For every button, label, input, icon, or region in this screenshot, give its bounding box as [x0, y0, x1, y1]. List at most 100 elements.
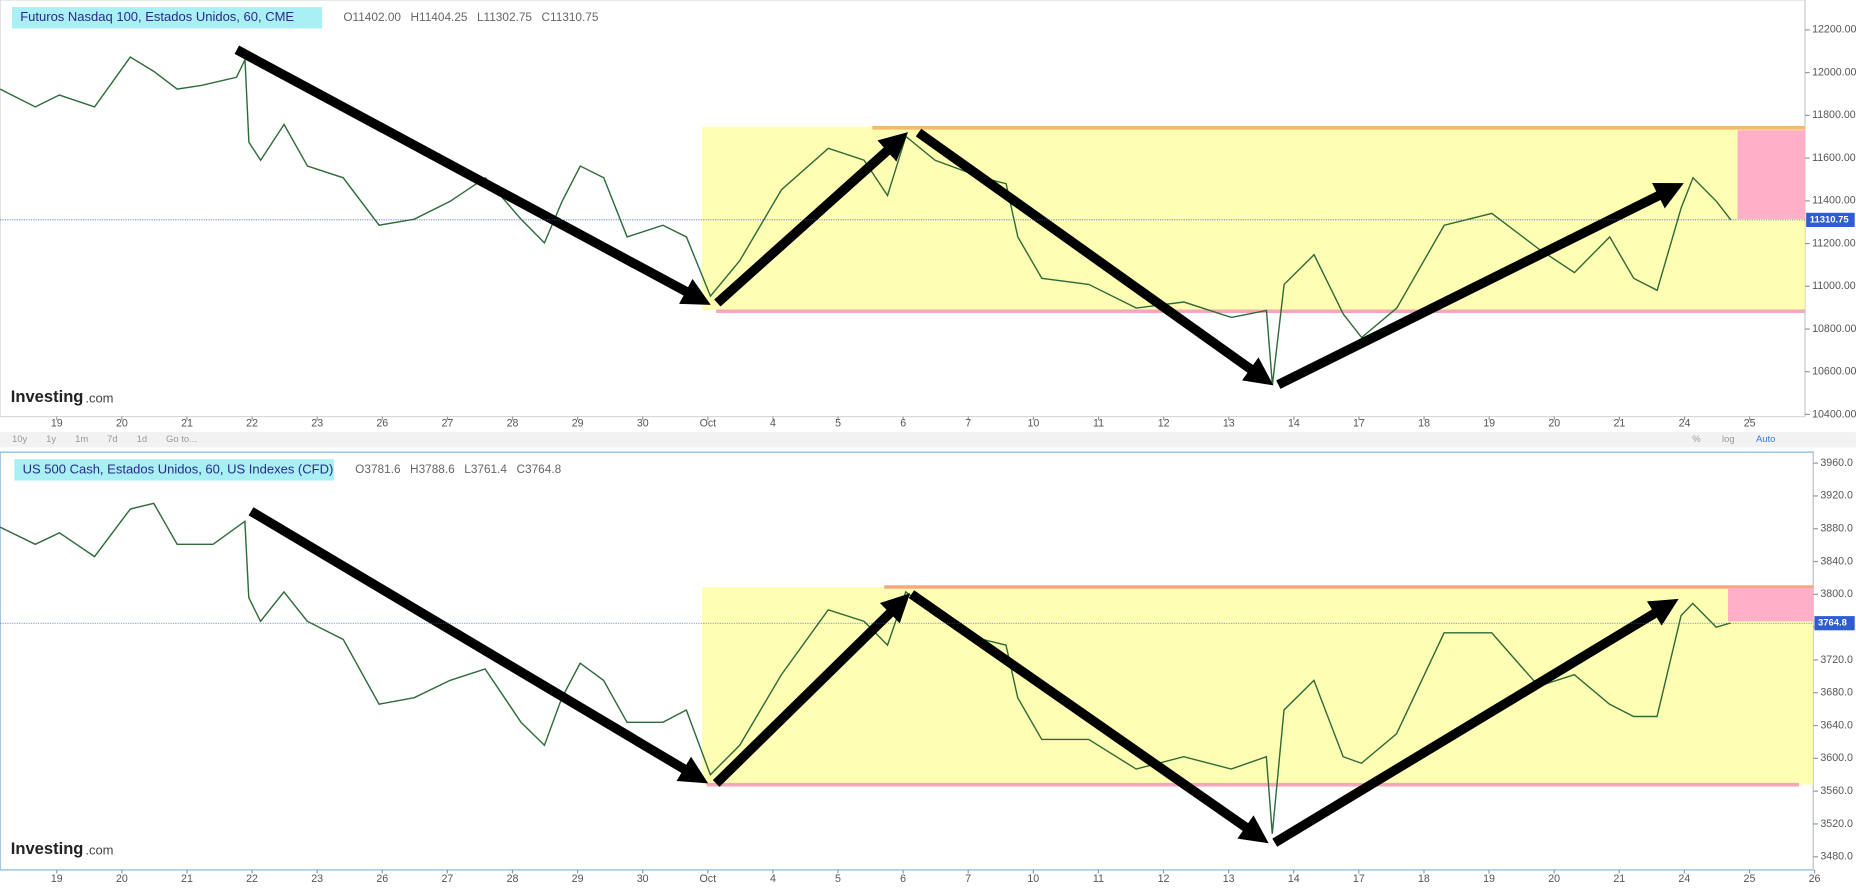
- x-tick-label: 10: [1028, 418, 1040, 430]
- x-tick-label: 20: [1548, 418, 1560, 430]
- x-tick-label: 19: [1483, 418, 1495, 430]
- x-tick-label: 4: [770, 873, 776, 885]
- x-tick-label: 14: [1288, 873, 1300, 885]
- ohlc-value: H3788.6: [410, 462, 455, 476]
- y-tick-label: 3920.0: [1820, 490, 1853, 502]
- arrow: [1272, 598, 1679, 847]
- logo-text: Investing: [11, 387, 84, 406]
- x-tick-label: 5: [835, 873, 841, 885]
- ohlc-value: C3764.8: [516, 462, 561, 476]
- target-box: [1728, 588, 1814, 622]
- x-tick-label: 11: [1093, 418, 1104, 430]
- x-tick-label: 25: [1744, 418, 1756, 430]
- x-tick-label: 26: [376, 873, 388, 885]
- x-tick-label: 24: [1679, 418, 1691, 430]
- x-tick-label: 10: [1027, 873, 1039, 885]
- x-tick-label: 21: [181, 418, 193, 430]
- x-tick-label: 5: [835, 418, 841, 430]
- logo: Investing .com Investing .com: [11, 387, 114, 858]
- y-tick-label: 3600.0: [1820, 752, 1853, 764]
- ohlc-value: O3781.6: [355, 462, 401, 476]
- range-button[interactable]: 1m: [75, 434, 88, 445]
- range-box: [701, 126, 1805, 311]
- option-button[interactable]: Auto: [1756, 434, 1775, 445]
- x-tick-label: 28: [507, 873, 519, 885]
- x-tick-label: 7: [965, 873, 971, 885]
- range-button[interactable]: 7d: [107, 434, 118, 445]
- ohlc-value: L3761.4: [464, 462, 507, 476]
- option-button[interactable]: %: [1692, 434, 1701, 445]
- x-tick-label: 22: [246, 418, 258, 430]
- x-tick-label: 7: [965, 418, 971, 430]
- range-button[interactable]: 1d: [137, 434, 148, 445]
- arrow: [915, 128, 1274, 386]
- x-tick-label: 18: [1418, 418, 1430, 430]
- title-bg: [11, 7, 323, 29]
- x-tick-label: 21: [181, 873, 193, 885]
- logo-text: Investing: [11, 839, 84, 858]
- x-tick-label: 19: [51, 873, 63, 885]
- x-tick-label: 6: [900, 873, 906, 885]
- arrow: [714, 132, 909, 307]
- y-tick-label: 10400.00: [1812, 408, 1856, 420]
- logo-suffix: .com: [85, 390, 113, 405]
- x-tick-label: 6: [900, 418, 906, 430]
- y-tick-label: 10800.00: [1812, 323, 1856, 335]
- range-button[interactable]: 10y: [12, 434, 28, 445]
- x-tick-label: 30: [637, 873, 649, 885]
- last-price-tag: [1814, 616, 1855, 631]
- y-tick-label: 3480.0: [1820, 851, 1853, 863]
- last-price-label: 3764.8: [1818, 618, 1847, 629]
- y-tick-label: 3560.0: [1820, 785, 1853, 797]
- x-tick-label: 19: [51, 418, 63, 430]
- range-button[interactable]: 1y: [46, 434, 56, 445]
- x-tick-label: 30: [637, 418, 649, 430]
- x-tick-label: 14: [1288, 418, 1300, 430]
- y-tick-label: 3640.0: [1820, 719, 1853, 731]
- x-tick-label: 20: [116, 418, 128, 430]
- x-tick-label: 20: [1548, 873, 1560, 885]
- y-tick-label: 3720.0: [1820, 654, 1853, 666]
- range-button[interactable]: Go to...: [166, 434, 197, 445]
- x-tick-label: 18: [1418, 873, 1430, 885]
- y-tick-label: 3960.0: [1820, 457, 1853, 469]
- x-tick-label: 11: [1093, 873, 1104, 885]
- arrow: [248, 507, 709, 784]
- last-price-label: 11310.75: [1810, 214, 1849, 225]
- x-tick-label: 23: [311, 418, 323, 430]
- target-box: [1737, 130, 1805, 219]
- x-tick-label: 4: [770, 418, 776, 430]
- x-tick-label: 23: [311, 873, 323, 885]
- ohlc-value: L11302.75: [477, 10, 532, 24]
- y-tick-label: 10600.00: [1812, 366, 1856, 378]
- arrow: [908, 590, 1269, 844]
- y-tick-label: 3800.0: [1820, 588, 1853, 600]
- price-lines: [0, 56, 1732, 834]
- toolbar: [0, 431, 1856, 448]
- x-tick-label: 19: [1483, 873, 1495, 885]
- x-tick-label: 25: [1744, 873, 1756, 885]
- x-tick-label: 17: [1353, 873, 1365, 885]
- x-tick-label: 27: [441, 873, 453, 885]
- y-tick-label: 11000.00: [1812, 280, 1856, 292]
- logo-suffix: .com: [85, 842, 113, 857]
- x-tick-label: 29: [572, 873, 584, 885]
- title-bg: [14, 459, 334, 481]
- x-tick-label: 28: [507, 418, 519, 430]
- x-tick-label: Oct: [700, 418, 717, 430]
- x-tick-label: 26: [1809, 873, 1821, 885]
- y-tick-label: 11800.00: [1812, 109, 1856, 121]
- x-tick-label: 12: [1158, 418, 1170, 430]
- trend-arrows: [234, 45, 1684, 847]
- ohlc-value: H11404.25: [410, 10, 467, 24]
- arrow: [712, 593, 911, 787]
- x-tick-label: 21: [1613, 873, 1625, 885]
- arrow: [234, 45, 711, 305]
- option-button[interactable]: log: [1722, 434, 1735, 445]
- chart-title: Futuros Nasdaq 100, Estados Unidos, 60, …: [20, 9, 294, 24]
- chart-title: US 500 Cash, Estados Unidos, 60, US Inde…: [23, 461, 334, 476]
- x-tick-label: 13: [1223, 418, 1235, 430]
- x-tick-label: 24: [1678, 873, 1690, 885]
- y-tick-label: 3520.0: [1820, 818, 1853, 830]
